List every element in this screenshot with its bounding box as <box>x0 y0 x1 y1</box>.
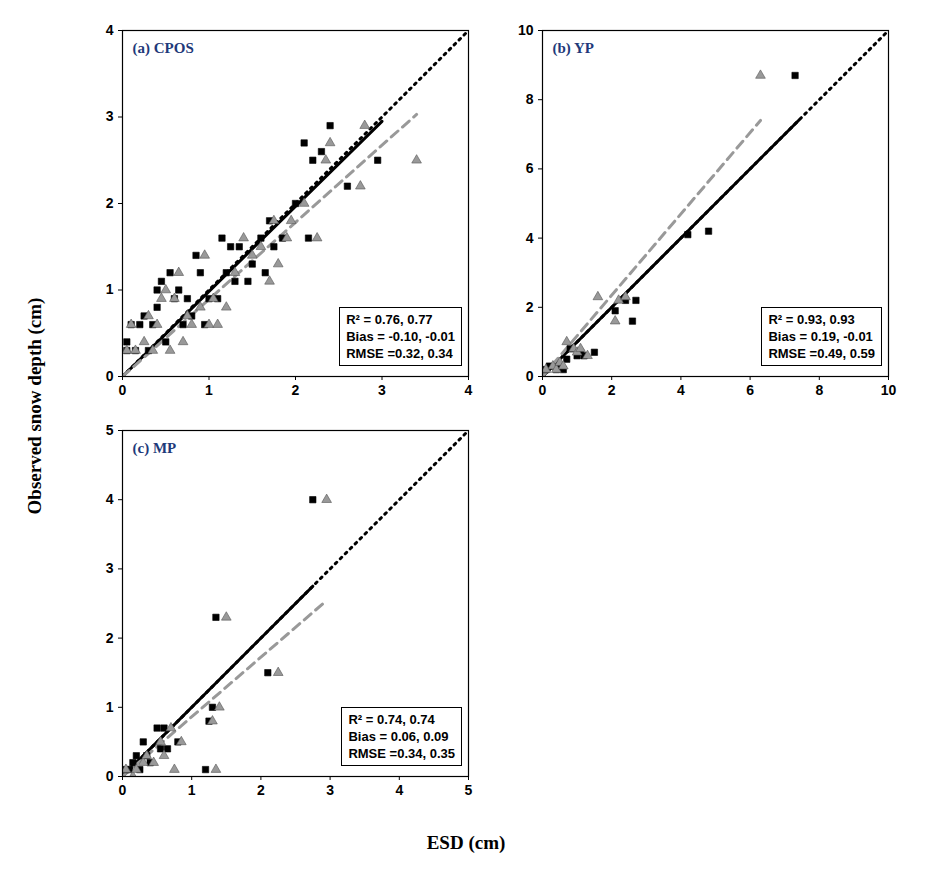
svg-text:0: 0 <box>119 382 127 398</box>
svg-text:1: 1 <box>205 382 213 398</box>
svg-text:2: 2 <box>106 630 114 646</box>
svg-text:4: 4 <box>106 491 114 507</box>
svg-text:3: 3 <box>326 782 334 798</box>
svg-text:0: 0 <box>106 768 114 784</box>
svg-text:2: 2 <box>257 782 265 798</box>
svg-text:0: 0 <box>539 382 547 398</box>
svg-text:5: 5 <box>465 782 473 798</box>
html-text:R² = 0.93, 0.93 Bias = 0.19, -: R² = 0.93, 0.93 Bias = 0.19, -0.01 RMSE … <box>768 312 875 361</box>
svg-text:(b) YP: (b) YP <box>553 40 595 57</box>
svg-text:0: 0 <box>119 782 127 798</box>
html-text:R² = 0.76, 0.77 Bias = -0.10,: R² = 0.76, 0.77 Bias = -0.10, -0.01 RMSE… <box>346 312 455 361</box>
svg-text:0: 0 <box>106 368 114 384</box>
svg-text:1: 1 <box>106 281 114 297</box>
html-text:ESD (cm): ESD (cm) <box>426 832 506 853</box>
svg-text:3: 3 <box>106 560 114 576</box>
svg-text:2: 2 <box>106 195 114 211</box>
svg-text:5: 5 <box>106 422 114 438</box>
svg-text:6: 6 <box>526 160 534 176</box>
svg-text:1: 1 <box>188 782 196 798</box>
svg-text:(c) MP: (c) MP <box>133 440 177 457</box>
svg-text:2: 2 <box>292 382 300 398</box>
svg-text:10: 10 <box>881 382 897 398</box>
svg-text:10: 10 <box>518 22 534 38</box>
svg-text:4: 4 <box>677 382 685 398</box>
svg-text:4: 4 <box>106 22 114 38</box>
svg-text:8: 8 <box>526 91 534 107</box>
svg-text:3: 3 <box>378 382 386 398</box>
svg-text:1: 1 <box>106 699 114 715</box>
html-text:R² = 0.74, 0.74 Bias = 0.06, 0: R² = 0.74, 0.74 Bias = 0.06, 0.09 RMSE =… <box>348 712 455 761</box>
svg-text:4: 4 <box>526 230 534 246</box>
svg-text:0: 0 <box>526 368 534 384</box>
svg-text:4: 4 <box>395 782 403 798</box>
svg-text:(a) CPOS: (a) CPOS <box>133 40 194 57</box>
svg-text:8: 8 <box>815 382 823 398</box>
svg-text:2: 2 <box>608 382 616 398</box>
svg-text:6: 6 <box>746 382 754 398</box>
svg-text:2: 2 <box>526 299 534 315</box>
svg-text:4: 4 <box>465 382 473 398</box>
svg-text:3: 3 <box>106 108 114 124</box>
html-text:Observed snow depth (cm): Observed snow depth (cm) <box>24 297 45 515</box>
